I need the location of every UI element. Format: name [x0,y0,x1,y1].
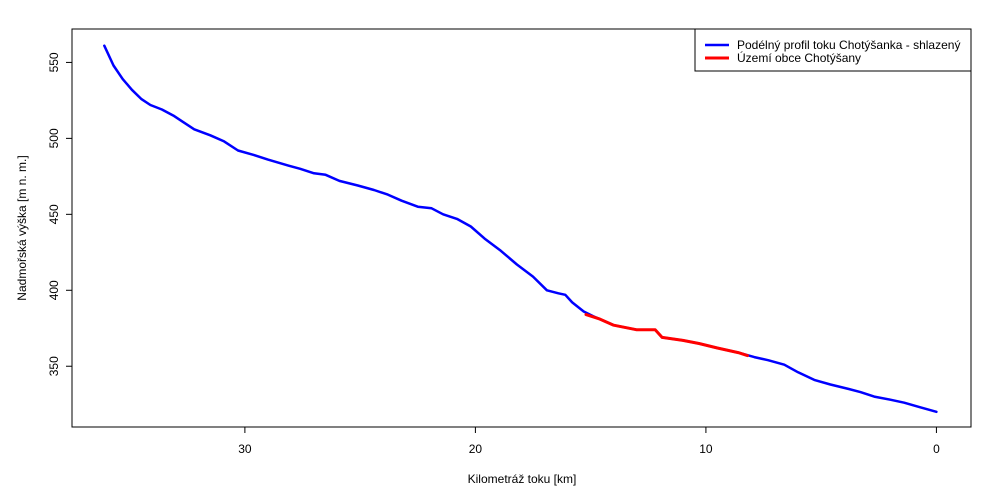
x-tick-label: 0 [933,442,940,456]
series-layer [103,44,938,414]
y-tick-label: 500 [47,128,61,148]
legend-label-profile: Podélný profil toku Chotýšanka - shlazen… [737,38,960,52]
y-tick-label: 550 [47,52,61,72]
x-axis-label: Kilometráž toku [km] [468,472,577,486]
y-tick-label: 450 [47,204,61,224]
x-tick-label: 30 [238,442,252,456]
y-tick-label: 350 [47,356,61,376]
x-axis: 30 20 10 0 [238,427,940,456]
y-axis: 350 400 450 500 550 [47,52,72,376]
series-line-profile [103,44,938,414]
x-tick-label: 10 [699,442,713,456]
y-tick-label: 400 [47,280,61,300]
plot-frame [71,28,972,428]
y-axis-label: Nadmořská výška [m n. m.] [15,155,29,300]
legend-label-municipality: Území obce Chotýšany [737,50,861,65]
series-line-municipality [584,313,749,358]
x-tick-label: 20 [469,442,483,456]
legend: Podélný profil toku Chotýšanka - shlazen… [694,28,972,72]
legend-box [694,28,972,72]
